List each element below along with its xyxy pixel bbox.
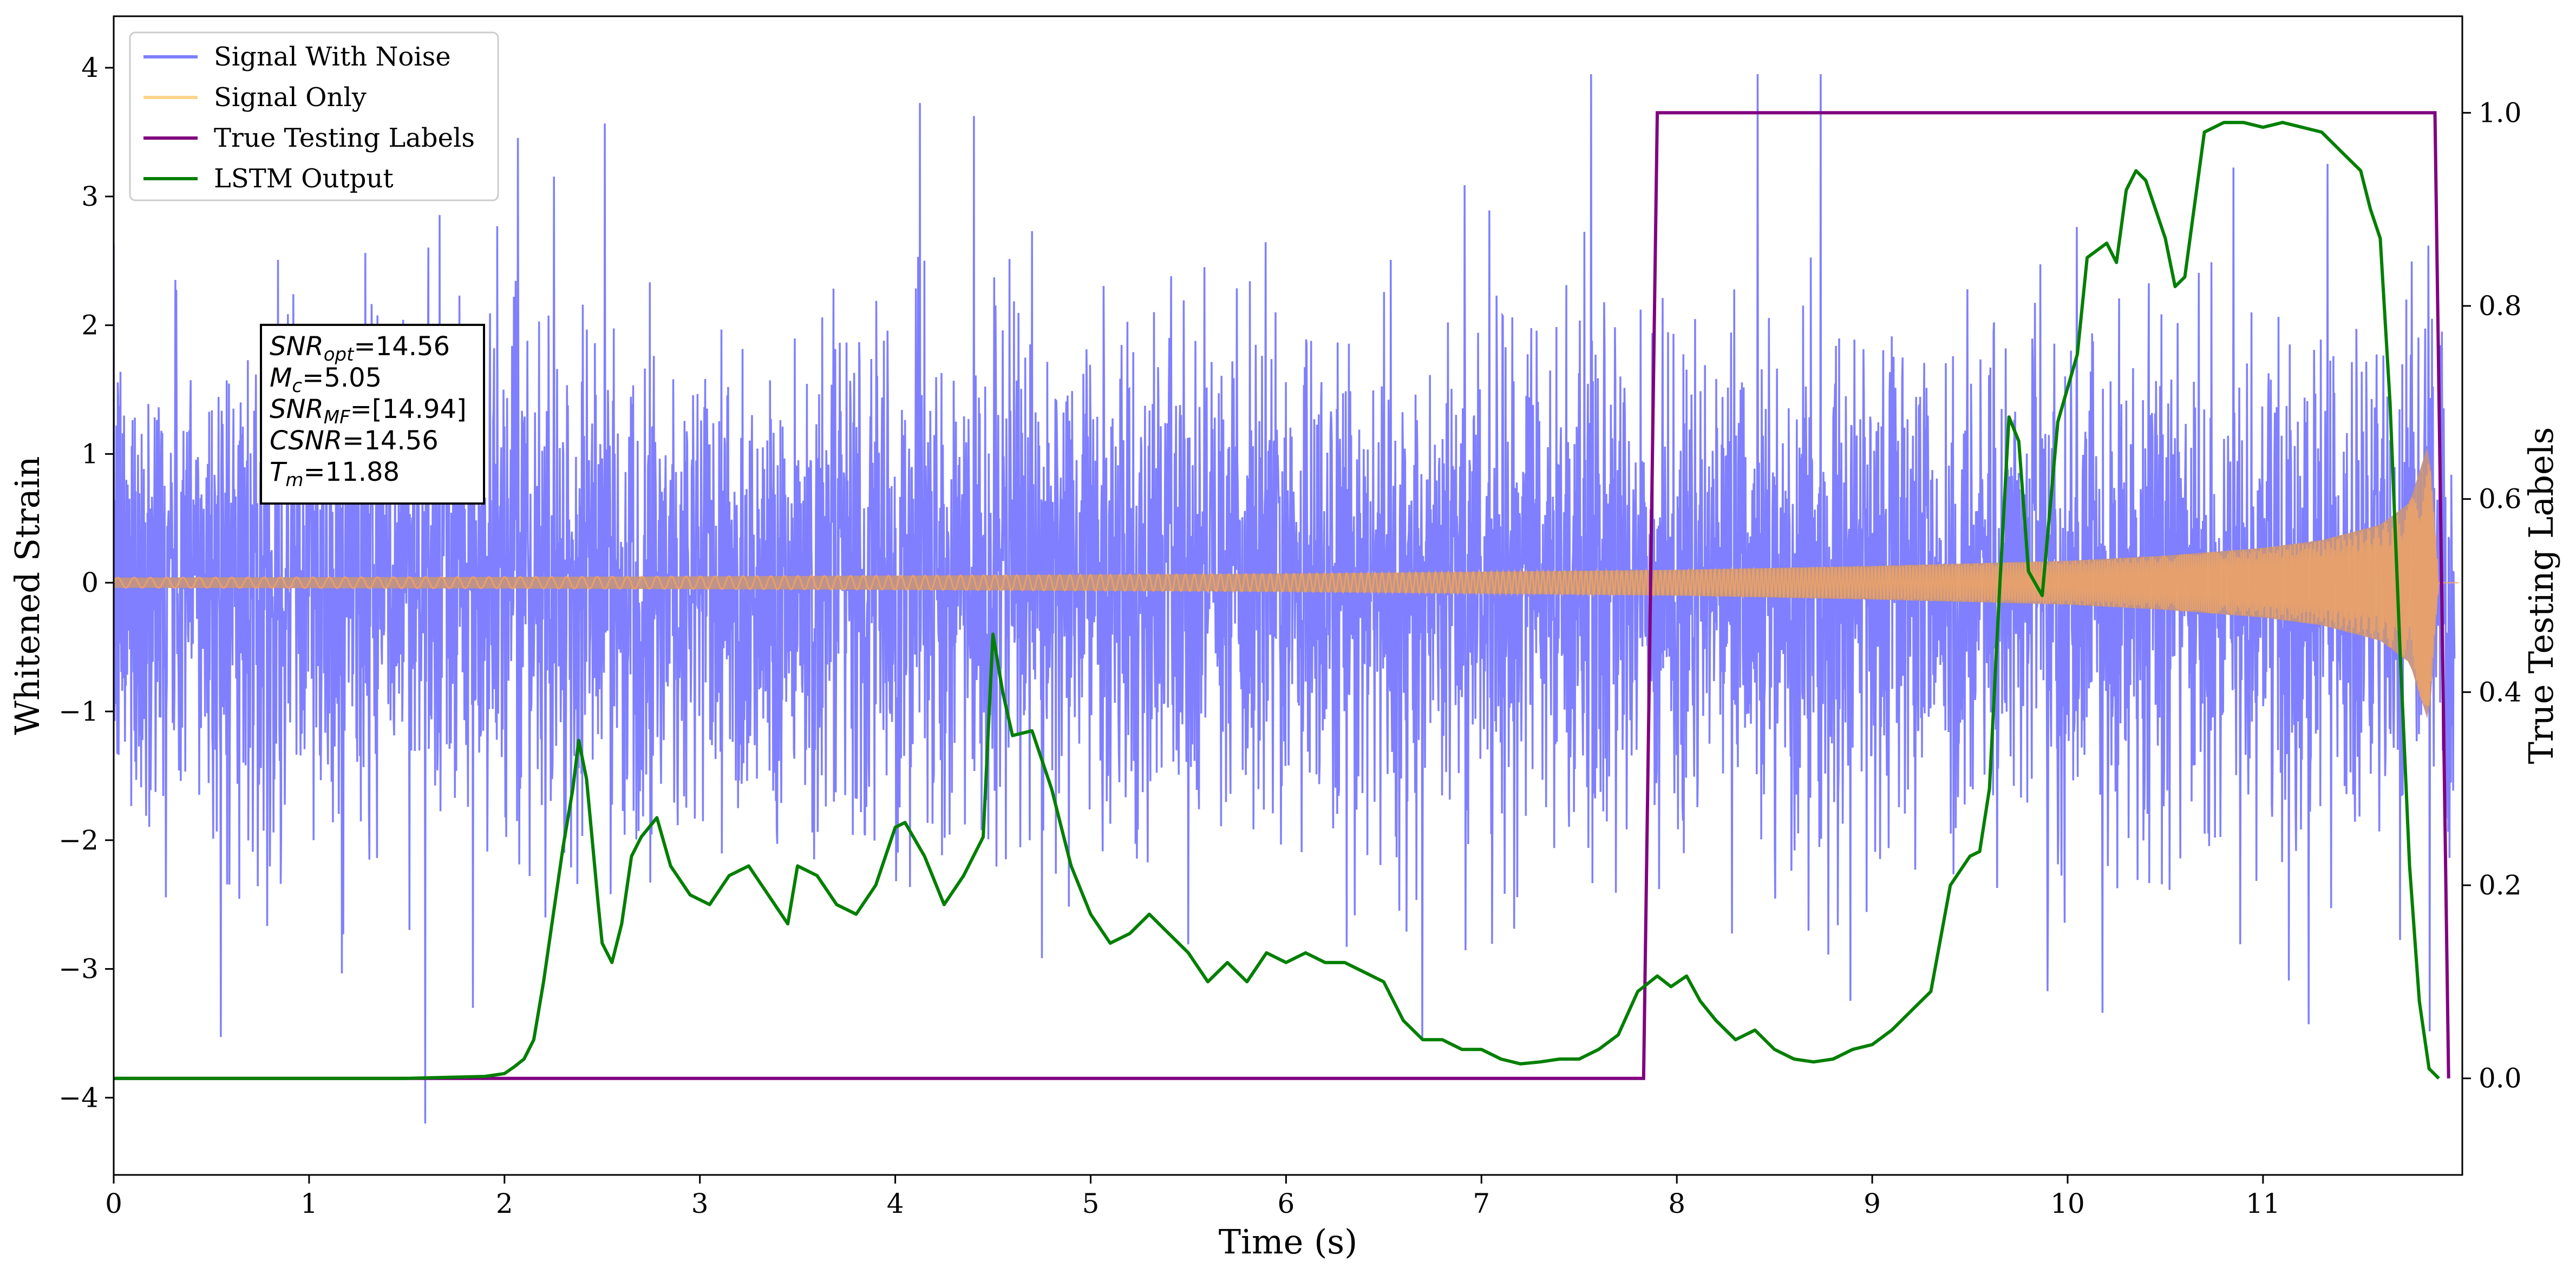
legend-label: Signal Only	[214, 82, 367, 113]
annotation-line: Tm=11.88	[270, 457, 400, 491]
series-signal-with-noise	[114, 74, 2456, 1123]
x-tick-label: 7	[1473, 1188, 1490, 1219]
axes-frame	[113, 15, 2463, 1176]
annotation-line: SNRopt=14.56	[270, 331, 450, 365]
x-tick-label: 5	[1082, 1188, 1100, 1219]
x-tick-label: 10	[2050, 1188, 2085, 1219]
x-tick-label: 11	[2246, 1188, 2280, 1219]
y-axis-label: Whitened Strain	[8, 456, 47, 735]
series-signal-only	[114, 464, 2459, 706]
series-true-testing-labels	[114, 111, 2450, 1080]
plot-area	[114, 74, 2459, 1123]
y-tick-label: 1	[81, 438, 99, 469]
y2-tick-label: 0.0	[2479, 1063, 2522, 1094]
y2-tick-label: 0.2	[2479, 870, 2522, 901]
y-tick-label: 3	[81, 181, 99, 212]
y2-axis-label: True Testing Labels	[2521, 427, 2561, 765]
y-tick-label: −4	[58, 1082, 99, 1113]
x-axis-label: Time (s)	[1219, 1222, 1358, 1262]
legend-label: Signal With Noise	[214, 42, 451, 72]
annotation-line: SNRMF=[14.94]	[270, 394, 467, 428]
y-tick-label: 2	[81, 310, 99, 341]
x-tick-label: 0	[105, 1188, 122, 1219]
y-tick-label: 0	[81, 567, 99, 598]
legend-box	[129, 31, 499, 201]
x-tick-label: 3	[691, 1188, 709, 1219]
annotation-box: SNRopt=14.56Mc=5.05SNRMF=[14.94]CSNR=14.…	[260, 324, 485, 505]
y-tick-label: −1	[58, 696, 99, 727]
x-tick-label: 8	[1668, 1188, 1685, 1219]
y2-tick-label: 0.4	[2479, 676, 2522, 708]
x-tick-label: 4	[887, 1188, 904, 1219]
legend: Signal With Noise Signal Only True Testing…	[129, 31, 499, 201]
x-tick-label: 9	[1864, 1188, 1881, 1219]
y-tick-label: −2	[58, 825, 99, 856]
y-tick-label: −3	[58, 953, 99, 985]
legend-label: LSTM Output	[214, 164, 394, 194]
x-tick-label: 1	[300, 1188, 318, 1219]
y-tick-label: 4	[81, 52, 99, 83]
series-lstm-output	[114, 121, 2440, 1080]
annotation-line: Mc=5.05	[270, 363, 382, 397]
y2-tick-label: 0.6	[2479, 484, 2522, 515]
x-tick-label: 2	[496, 1188, 513, 1219]
annotation-line: CSNR=14.56	[270, 426, 439, 456]
annotation-frame	[260, 324, 485, 505]
y2-tick-label: 1.0	[2479, 97, 2522, 128]
x-tick-label: 6	[1277, 1188, 1294, 1219]
axes: 0 1 2 3 4 5 6 7 8 9 10 11 −4 −3 −2 −1 0 1 2 3 4 0.0 0.2 0.4 0.6 0…	[8, 15, 2561, 1262]
legend-label: True Testing Labels	[214, 123, 475, 153]
y2-tick-label: 0.8	[2479, 290, 2522, 322]
